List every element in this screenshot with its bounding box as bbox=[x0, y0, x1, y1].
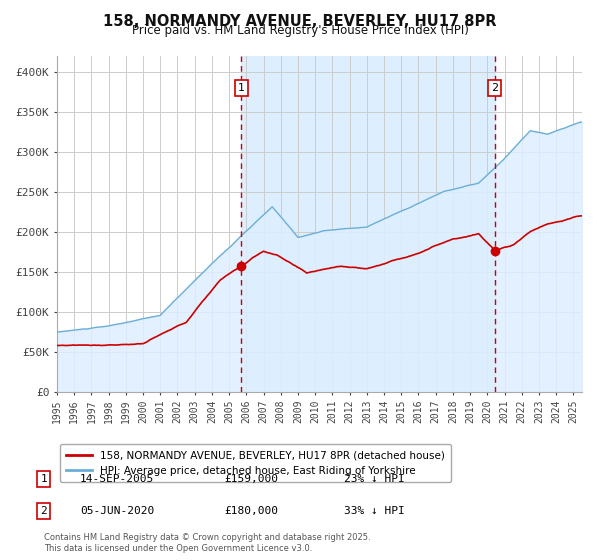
Text: 2: 2 bbox=[491, 83, 498, 93]
Text: 14-SEP-2005: 14-SEP-2005 bbox=[80, 474, 154, 484]
Legend: 158, NORMANDY AVENUE, BEVERLEY, HU17 8PR (detached house), HPI: Average price, d: 158, NORMANDY AVENUE, BEVERLEY, HU17 8PR… bbox=[59, 444, 451, 482]
Bar bbox=[241, 56, 495, 392]
Text: 05-JUN-2020: 05-JUN-2020 bbox=[80, 506, 154, 516]
Text: 158, NORMANDY AVENUE, BEVERLEY, HU17 8PR: 158, NORMANDY AVENUE, BEVERLEY, HU17 8PR bbox=[103, 14, 497, 29]
Text: £159,000: £159,000 bbox=[224, 474, 278, 484]
Text: 23% ↓ HPI: 23% ↓ HPI bbox=[344, 474, 404, 484]
Text: 2: 2 bbox=[40, 506, 47, 516]
Text: Contains HM Land Registry data © Crown copyright and database right 2025.
This d: Contains HM Land Registry data © Crown c… bbox=[44, 534, 370, 553]
Text: 1: 1 bbox=[40, 474, 47, 484]
Text: Price paid vs. HM Land Registry's House Price Index (HPI): Price paid vs. HM Land Registry's House … bbox=[131, 24, 469, 37]
Text: £180,000: £180,000 bbox=[224, 506, 278, 516]
Text: 33% ↓ HPI: 33% ↓ HPI bbox=[344, 506, 404, 516]
Text: 1: 1 bbox=[238, 83, 245, 93]
